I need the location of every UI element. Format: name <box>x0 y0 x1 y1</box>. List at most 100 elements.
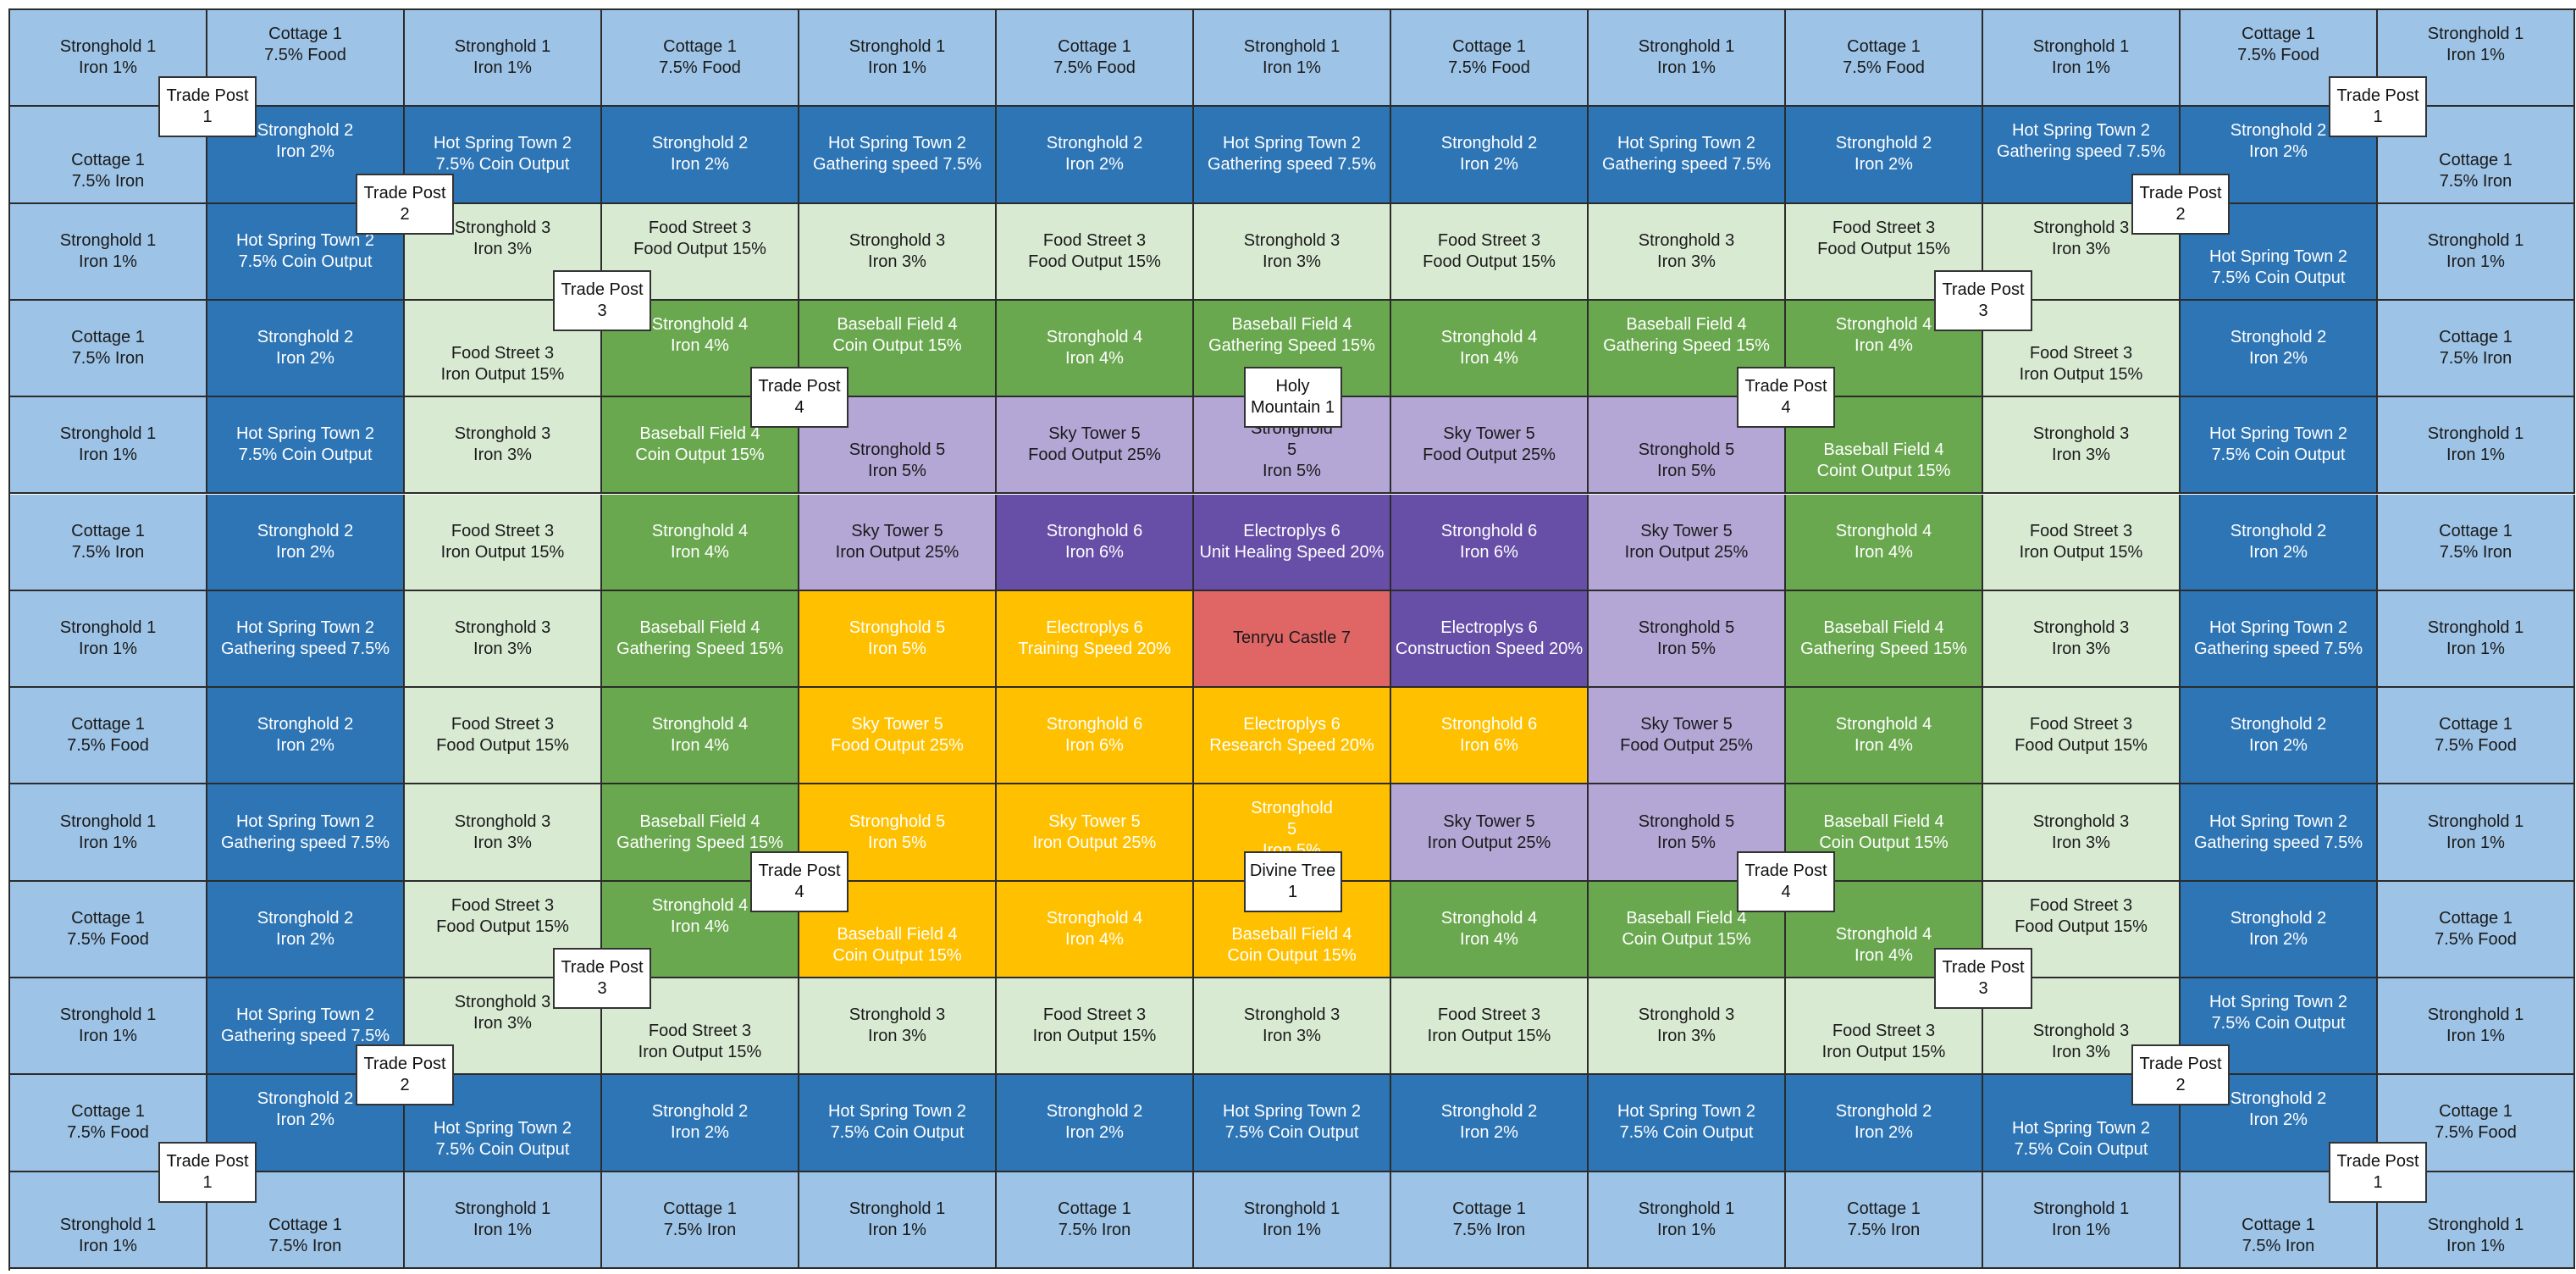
tile-name: Cottage 1 <box>1452 1199 1526 1218</box>
tile-name: Stronghold 3 <box>849 1005 946 1025</box>
tile-name: Stronghold 5 <box>849 618 946 637</box>
tile-name: Stronghold 4 <box>1835 924 1932 944</box>
tile-name: Stronghold 1 <box>59 37 157 57</box>
tile-bonus: 7.5% Food <box>1053 58 1136 78</box>
tile-name: Cottage 1 <box>1847 1199 1921 1218</box>
tile-name: Stronghold 5 <box>1638 440 1735 460</box>
tile-bonus: Food Output 25% <box>1423 446 1556 465</box>
tile-r12-c4: Stronghold 1 Iron 1% <box>799 1172 997 1269</box>
tile-bonus: 7.5% Iron <box>1452 1220 1526 1239</box>
tile-name: Stronghold 3 <box>2032 1022 2130 1041</box>
badge-level: 1 <box>202 108 213 127</box>
tile-r11-c7: Stronghold 2 Iron 2% <box>1391 1075 1589 1172</box>
tile-r10-c4: Stronghold 3 Iron 3% <box>799 978 997 1076</box>
tile-name: Stronghold 3 <box>454 218 551 237</box>
tile-bonus: Iron 4% <box>1065 349 1124 368</box>
tile-r3-c7: Stronghold 4 Iron 4% <box>1391 300 1589 398</box>
tile-bonus: Iron 5% <box>868 833 926 852</box>
tile-bonus: Iron 2% <box>276 349 334 368</box>
trade-post-badge: Trade Post 3 <box>1934 948 2032 1009</box>
tile-name: Cottage 1 <box>268 25 342 43</box>
tile-name: Stronghold 2 <box>2230 908 2327 928</box>
tile-bonus: 7.5% Coin Output <box>2211 446 2346 465</box>
tile-name: Stronghold 4 <box>1835 715 1932 734</box>
tile-name: Stronghold 3 <box>1243 230 1341 250</box>
trade-post-badge: Trade Post 3 <box>553 948 651 1009</box>
tile-name: Food Street 3 <box>1042 1005 1147 1025</box>
tile-name: Stronghold 3 <box>2032 618 2130 637</box>
badge-level: 3 <box>1978 979 1988 998</box>
tile-r7-c8: Sky Tower 5 Food Output 25% <box>1589 688 1786 785</box>
tile-name: Cottage 1 <box>2242 25 2315 43</box>
tile-name: Stronghold 4 <box>651 521 749 540</box>
tile-name: Stronghold 1 <box>2427 230 2524 250</box>
tile-name: Stronghold 2 <box>1835 1102 1932 1122</box>
tile-r8-c1: Hot Spring Town 2 Gathering speed 7.5% <box>207 784 405 882</box>
tile-bonus: Iron 4% <box>671 736 729 756</box>
tile-bonus: Iron 1% <box>1263 58 1321 78</box>
tile-r11-c2: Hot Spring Town 2 7.5% Coin Output <box>405 1075 602 1172</box>
tile-name: Stronghold 1 <box>59 230 157 250</box>
tile-bonus: Iron 1% <box>473 1220 532 1239</box>
badge-name: Trade Post <box>363 183 446 202</box>
tile-bonus: 5 <box>1286 820 1297 839</box>
tile-name: Baseball Field 4 <box>837 314 958 334</box>
tile-bonus: 7.5% Coin Output <box>2211 1014 2346 1033</box>
badge-name: Trade Post <box>758 861 841 880</box>
badge-level: 1 <box>2373 108 2383 127</box>
tile-r7-c0: Cottage 1 7.5% Food <box>10 688 207 785</box>
tile-r6-c11: Hot Spring Town 2 Gathering speed 7.5% <box>2181 590 2378 689</box>
tile-name: Food Street 3 <box>451 521 555 540</box>
tile-bonus: Iron 3% <box>2052 833 2110 852</box>
tile-r3-c5: Stronghold 4 Iron 4% <box>997 300 1194 398</box>
tile-r5-c10: Food Street 3 Iron Output 15% <box>1983 494 2181 591</box>
tile-bonus: Iron 1% <box>79 639 137 658</box>
tile-name: Hot Spring Town 2 <box>235 424 375 444</box>
trade-post-badge: Trade Post 4 <box>750 367 849 429</box>
tile-r12-c9: Cottage 1 7.5% Iron <box>1786 1172 1983 1269</box>
tile-r2-c4: Stronghold 3 Iron 3% <box>799 203 997 301</box>
tile-name: Cottage 1 <box>2439 328 2512 347</box>
tile-r7-c9: Stronghold 4 Iron 4% <box>1786 688 1983 785</box>
tile-bonus: Iron 4% <box>1460 929 1518 949</box>
tile-name: Stronghold 3 <box>1638 1005 1735 1025</box>
tile-r2-c6: Stronghold 3 Iron 3% <box>1194 203 1391 301</box>
tile-name: Food Street 3 <box>451 895 555 915</box>
tile-bonus: Iron 2% <box>671 1123 729 1143</box>
tile-r8-c10: Stronghold 3 Iron 3% <box>1983 784 2181 882</box>
tile-bonus: Iron 1% <box>2446 639 2505 658</box>
tile-name: Stronghold 1 <box>59 811 157 831</box>
tile-bonus: Iron 3% <box>473 239 532 258</box>
tile-bonus: 7.5% Iron <box>1847 1220 1921 1239</box>
tile-r5-c0: Cottage 1 7.5% Iron <box>10 494 207 591</box>
tile-name: Stronghold 2 <box>651 1102 749 1122</box>
tile-name: Stronghold 1 <box>454 37 551 57</box>
badge-name: Trade Post <box>561 958 644 977</box>
tile-name: Stronghold 2 <box>257 1089 354 1109</box>
tile-r3-c0: Cottage 1 7.5% Iron <box>10 300 207 398</box>
tile-r0-c6: Stronghold 1 Iron 1% <box>1194 10 1391 108</box>
tile-name: Food Street 3 <box>2029 344 2133 363</box>
tile-bonus: Iron 2% <box>1460 1123 1518 1143</box>
tile-name: Cottage 1 <box>2439 1102 2512 1122</box>
tile-r12-c5: Cottage 1 7.5% Iron <box>997 1172 1194 1269</box>
tile-r6-c10: Stronghold 3 Iron 3% <box>1983 590 2181 689</box>
tile-name: Food Street 3 <box>1042 230 1147 250</box>
tile-bonus: Iron 1% <box>79 1027 137 1046</box>
tile-name: Baseball Field 4 <box>837 924 958 944</box>
tile-name: Hot Spring Town 2 <box>433 1118 572 1138</box>
tile-bonus: Iron 6% <box>1460 736 1518 756</box>
tile-name: Hot Spring Town 2 <box>1617 134 1756 153</box>
tile-bonus: Iron 2% <box>2249 142 2308 162</box>
tile-r1-c5: Stronghold 2 Iron 2% <box>997 107 1194 204</box>
tile-name: Sky Tower 5 <box>1640 715 1733 734</box>
tile-r0-c5: Cottage 1 7.5% Food <box>997 10 1194 108</box>
badge-name: Trade Post <box>363 1055 446 1074</box>
trade-post-badge: Trade Post 1 <box>158 76 257 138</box>
tile-name: Baseball Field 4 <box>1231 924 1352 944</box>
tile-bonus: Iron Output 15% <box>638 1043 762 1062</box>
tile-bonus: 7.5% Coin Output <box>238 446 373 465</box>
trade-post-badge: Trade Post 3 <box>1934 269 2032 331</box>
badge-level: 2 <box>400 1076 410 1095</box>
tile-r1-c4: Hot Spring Town 2 Gathering speed 7.5% <box>799 107 997 204</box>
